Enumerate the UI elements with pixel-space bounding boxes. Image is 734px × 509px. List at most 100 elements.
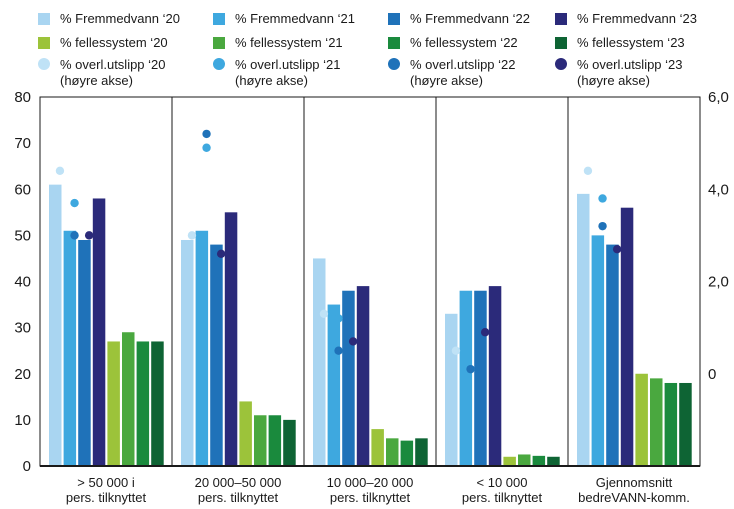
legend-axis-note: (høyre akse) bbox=[410, 73, 483, 88]
legend-swatch bbox=[555, 37, 567, 49]
overflow-dot bbox=[480, 328, 490, 337]
bar bbox=[268, 415, 282, 466]
y-axis-tick-label: 10 bbox=[14, 412, 31, 429]
bar bbox=[474, 290, 487, 466]
overflow-dot bbox=[334, 314, 343, 323]
x-axis-category-label: bedreVANN-komm. bbox=[578, 490, 690, 505]
overflow-dot bbox=[202, 143, 211, 152]
chart-legend: % Fremmedvann ‘20 % Fremmedvann ‘21 % Frem… bbox=[0, 0, 734, 96]
bar bbox=[606, 244, 619, 466]
y2-axis-tick-label: 0 bbox=[708, 366, 716, 383]
legend-swatch bbox=[213, 37, 225, 49]
y2-axis-tick-label: 2,0 bbox=[708, 274, 729, 291]
bar bbox=[136, 341, 150, 466]
bar bbox=[577, 193, 590, 467]
bar bbox=[445, 313, 458, 466]
legend-axis-note: (høyre akse) bbox=[577, 73, 650, 88]
y-axis-tick-label: 60 bbox=[14, 181, 31, 198]
overflow-dot bbox=[466, 364, 475, 374]
overflow-dot bbox=[612, 245, 622, 254]
x-axis-category-label: Gjennomsnitt bbox=[596, 475, 673, 490]
legend-swatch bbox=[555, 13, 567, 25]
x-axis-category-label: pers. tilknyttet bbox=[462, 490, 543, 505]
legend-label: % fellessystem ‘23 bbox=[577, 35, 685, 50]
legend-dot-swatch bbox=[388, 58, 400, 70]
bar bbox=[415, 438, 428, 466]
bar bbox=[679, 382, 692, 466]
y-axis-tick-label: 0 bbox=[23, 458, 31, 475]
bar bbox=[547, 456, 560, 466]
bar bbox=[327, 304, 341, 466]
bar bbox=[650, 378, 663, 466]
bar bbox=[210, 244, 223, 466]
bar bbox=[181, 239, 194, 466]
bar bbox=[92, 198, 106, 466]
bar bbox=[371, 429, 384, 466]
legend-label: % fellessystem ‘20 bbox=[60, 35, 168, 50]
overflow-dot bbox=[187, 231, 197, 240]
bar bbox=[356, 286, 370, 466]
overflow-dot bbox=[202, 129, 211, 139]
bar bbox=[342, 290, 355, 466]
legend-label: % Fremmedvann ‘23 bbox=[577, 11, 697, 26]
y-axis-tick-label: 40 bbox=[14, 274, 31, 291]
x-axis-category-label: 20 000–50 000 bbox=[195, 475, 282, 490]
legend-axis-note: (høyre akse) bbox=[60, 73, 133, 88]
y-axis-tick-label: 20 bbox=[14, 366, 31, 383]
legend-label: % overl.utslipp ‘21 bbox=[235, 57, 341, 72]
x-axis-category-label: pers. tilknyttet bbox=[198, 490, 279, 505]
x-axis-category-label: < 10 000 bbox=[477, 475, 528, 490]
bar bbox=[400, 440, 414, 466]
legend-label: % Fremmedvann ‘20 bbox=[60, 11, 180, 26]
legend-label: % overl.utslipp ‘20 bbox=[60, 57, 166, 72]
overflow-dot bbox=[55, 166, 65, 175]
bar bbox=[488, 286, 502, 466]
overflow-dot bbox=[583, 166, 593, 175]
x-axis-category-label: 10 000–20 000 bbox=[327, 475, 414, 490]
overflow-dot bbox=[598, 194, 607, 203]
x-axis-category-label: pers. tilknyttet bbox=[330, 490, 411, 505]
bar bbox=[107, 341, 120, 466]
y-axis-tick-label: 70 bbox=[14, 135, 31, 152]
bar bbox=[49, 184, 62, 466]
x-axis-category-label: > 50 000 i bbox=[77, 475, 135, 490]
bar bbox=[532, 455, 546, 466]
overflow-dot bbox=[319, 309, 329, 318]
legend-label: % Fremmedvann ‘21 bbox=[235, 11, 355, 26]
overflow-dot bbox=[334, 346, 343, 355]
bar bbox=[518, 454, 531, 466]
bar bbox=[78, 239, 91, 466]
y-axis-tick-label: 30 bbox=[14, 320, 31, 337]
legend-swatch bbox=[38, 37, 50, 49]
x-axis-category-label: pers. tilknyttet bbox=[66, 490, 147, 505]
legend-swatch bbox=[388, 37, 400, 49]
overflow-dot bbox=[451, 346, 461, 355]
bar bbox=[313, 258, 326, 466]
bar bbox=[224, 212, 238, 466]
bar bbox=[459, 290, 473, 466]
y2-axis-tick-label: 4,0 bbox=[708, 181, 729, 198]
legend-dot-swatch bbox=[555, 58, 567, 70]
legend-dot-swatch bbox=[213, 58, 225, 70]
y2-axis-tick-label: 6,0 bbox=[708, 89, 729, 106]
legend-swatch bbox=[388, 13, 400, 25]
legend-label: % fellessystem ‘22 bbox=[410, 35, 518, 50]
legend-label: % Fremmedvann ‘22 bbox=[410, 11, 530, 26]
overflow-dot bbox=[84, 231, 94, 240]
bar bbox=[254, 415, 267, 466]
bar bbox=[386, 438, 399, 466]
y-axis-tick-label: 50 bbox=[14, 227, 31, 244]
legend-swatch bbox=[213, 13, 225, 25]
bar bbox=[503, 456, 516, 466]
overflow-dot bbox=[348, 337, 358, 346]
bar bbox=[122, 332, 135, 466]
legend-label: % overl.utslipp ‘22 bbox=[410, 57, 516, 72]
overflow-dot bbox=[70, 231, 79, 240]
bar bbox=[151, 341, 164, 466]
legend-axis-note: (høyre akse) bbox=[235, 73, 308, 88]
legend-swatch bbox=[38, 13, 50, 25]
bar bbox=[239, 401, 252, 466]
bar bbox=[664, 382, 678, 466]
y-axis-tick-label: 80 bbox=[14, 89, 31, 106]
